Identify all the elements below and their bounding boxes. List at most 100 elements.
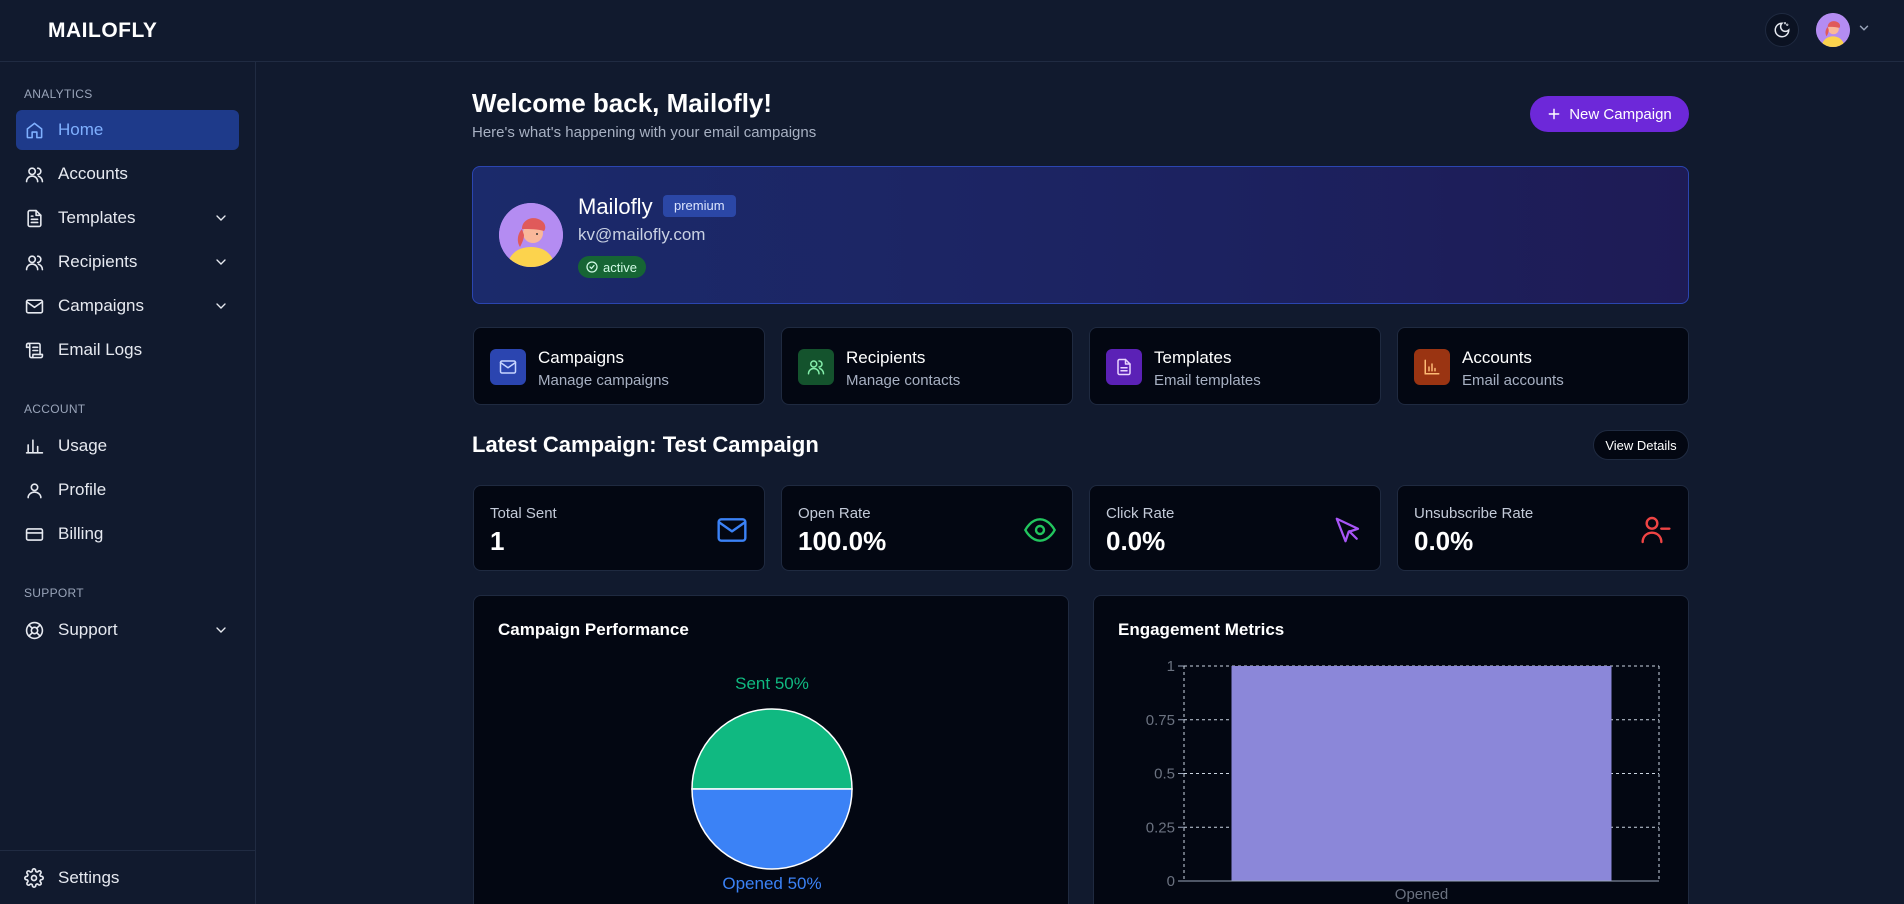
sidebar-item-home[interactable]: Home: [16, 110, 239, 150]
profile-name: Mailofly: [578, 194, 653, 219]
view-details-button[interactable]: View Details: [1593, 430, 1689, 460]
user-minus-icon: [1640, 514, 1672, 546]
bar-chart-icon: [24, 436, 44, 456]
user-avatar-button[interactable]: [1816, 13, 1850, 47]
bar-chart: 0 0.25 0.5 0.75 1 Opened: [1146, 658, 1660, 903]
quick-link-subtitle: Email accounts: [1462, 372, 1564, 389]
page-subtitle: Here's what's happening with your email …: [472, 124, 817, 141]
mail-icon: [24, 296, 44, 316]
stat-label: Unsubscribe Rate: [1414, 505, 1534, 522]
chevron-down-icon: [216, 215, 226, 221]
theme-toggle-button[interactable]: [1765, 13, 1799, 47]
sidebar-item-email-logs[interactable]: Email Logs: [16, 330, 239, 370]
bar-opened[interactable]: [1231, 666, 1612, 881]
y-tick-label: 0.25: [1146, 819, 1175, 836]
sidebar-item-billing[interactable]: Billing: [16, 514, 239, 554]
y-tick-label: 0.5: [1154, 766, 1175, 783]
stat-card-click-rate: Click Rate 0.0%: [1089, 485, 1381, 571]
pie-slice-sent[interactable]: [691, 708, 853, 790]
section-label-account: ACCOUNT: [24, 402, 86, 416]
stat-value: 0.0%: [1414, 526, 1474, 556]
chevron-down-icon: [216, 627, 226, 633]
file-text-icon: [24, 208, 44, 228]
sidebar-item-templates[interactable]: Templates: [16, 198, 239, 238]
sidebar-item-label: Campaigns: [58, 296, 144, 315]
sidebar-item-label: Email Logs: [58, 340, 143, 359]
chevron-down-icon[interactable]: [1857, 21, 1871, 35]
stat-card-total-sent: Total Sent 1: [473, 485, 765, 571]
sidebar-item-label: Support: [58, 620, 118, 639]
new-campaign-button[interactable]: New Campaign: [1530, 96, 1689, 132]
sidebar-item-profile[interactable]: Profile: [16, 470, 239, 510]
pie-slice-opened[interactable]: [691, 788, 853, 870]
bar-chart-icon: [1414, 349, 1450, 385]
sidebar-item-label: Templates: [58, 208, 136, 227]
eye-icon: [1024, 514, 1056, 546]
quick-link-recipients[interactable]: Recipients Manage contacts: [781, 327, 1073, 405]
profile-card: Mailofly premium kv@mailofly.com active: [472, 166, 1689, 304]
users-icon: [24, 252, 44, 272]
x-tick-label: Opened: [1395, 886, 1448, 903]
users-icon: [798, 349, 834, 385]
sidebar-item-campaigns[interactable]: Campaigns: [16, 286, 239, 326]
top-bar: MAILOFLY: [0, 0, 1904, 62]
quick-link-campaigns[interactable]: Campaigns Manage campaigns: [473, 327, 765, 405]
user-icon: [24, 480, 44, 500]
quick-link-title: Campaigns: [538, 348, 624, 367]
cursor-icon: [1332, 514, 1364, 546]
file-text-icon: [1106, 349, 1142, 385]
sidebar-footer: Settings: [0, 850, 256, 904]
stat-label: Open Rate: [798, 505, 871, 522]
plus-icon: [1548, 108, 1560, 120]
panel-title: Engagement Metrics: [1118, 620, 1285, 639]
section-label-support: SUPPORT: [24, 586, 84, 600]
moon-icon: [1774, 22, 1790, 38]
sidebar-item-recipients[interactable]: Recipients: [16, 242, 239, 282]
sidebar-item-label: Recipients: [58, 252, 138, 271]
users-icon: [24, 164, 44, 184]
sidebar-item-label: Accounts: [58, 164, 128, 183]
latest-campaign-title: Latest Campaign: Test Campaign: [472, 432, 819, 457]
scroll-icon: [24, 340, 44, 360]
sidebar-item-usage[interactable]: Usage: [16, 426, 239, 466]
new-campaign-label: New Campaign: [1569, 105, 1672, 123]
quick-link-templates[interactable]: Templates Email templates: [1089, 327, 1381, 405]
avatar-illustration-icon: [1816, 13, 1850, 47]
quick-link-title: Templates: [1154, 348, 1232, 367]
sidebar-item-accounts[interactable]: Accounts: [16, 154, 239, 194]
life-buoy-icon: [24, 620, 44, 640]
sidebar-item-label: Usage: [58, 436, 108, 455]
quick-link-subtitle: Manage campaigns: [538, 372, 669, 389]
status-badge: active: [578, 256, 646, 278]
sidebar-item-support[interactable]: Support: [16, 610, 239, 650]
stat-value: 100.0%: [798, 526, 887, 556]
quick-link-accounts[interactable]: Accounts Email accounts: [1397, 327, 1689, 405]
y-tick-label: 1: [1167, 658, 1175, 675]
stat-label: Click Rate: [1106, 505, 1175, 522]
chevron-down-icon: [216, 303, 226, 309]
section-label-analytics: ANALYTICS: [24, 87, 93, 101]
sidebar-item-label: Billing: [58, 524, 104, 543]
status-label: active: [603, 259, 637, 275]
pie-chart: Sent 50% Opened 50%: [691, 674, 853, 893]
avatar-illustration-icon: [499, 203, 563, 267]
check-circle-icon: [586, 261, 598, 273]
stat-card-unsubscribe-rate: Unsubscribe Rate 0.0%: [1397, 485, 1689, 571]
sidebar-item-label: Profile: [58, 480, 107, 499]
avatar: [499, 203, 563, 267]
app-logo[interactable]: MAILOFLY: [48, 19, 158, 42]
sidebar-item-settings[interactable]: Settings: [16, 858, 239, 898]
quick-link-subtitle: Manage contacts: [846, 372, 961, 389]
stat-label: Total Sent: [490, 505, 557, 522]
credit-card-icon: [24, 524, 44, 544]
gear-icon: [24, 868, 44, 888]
quick-link-title: Accounts: [1462, 348, 1532, 367]
quick-link-title: Recipients: [846, 348, 926, 367]
home-icon: [24, 120, 44, 140]
campaign-performance-panel: Campaign Performance Sent 50% Opened 50%: [473, 595, 1069, 904]
stat-value: 1: [490, 526, 505, 556]
plan-badge: premium: [663, 195, 736, 217]
engagement-metrics-panel: Engagement Metrics 0 0.25 0.5 0.75 1 Opened: [1093, 595, 1689, 904]
y-tick-label: 0: [1167, 873, 1175, 890]
